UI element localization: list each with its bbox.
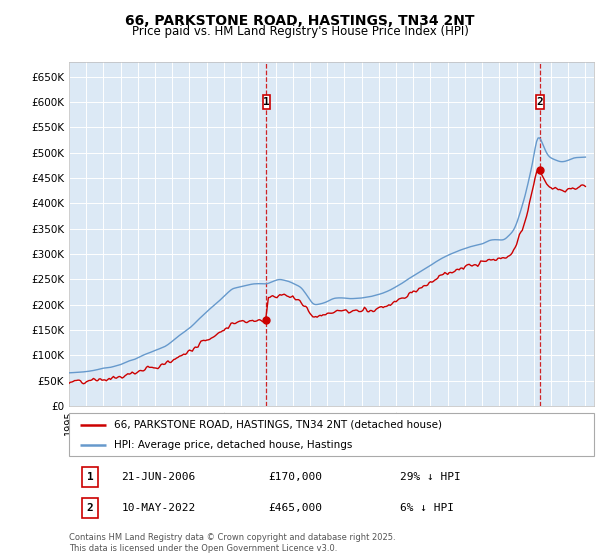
Text: £170,000: £170,000 xyxy=(269,472,323,482)
FancyBboxPatch shape xyxy=(82,467,98,487)
FancyBboxPatch shape xyxy=(82,498,98,518)
Text: 21-JUN-2006: 21-JUN-2006 xyxy=(121,472,196,482)
Text: 66, PARKSTONE ROAD, HASTINGS, TN34 2NT (detached house): 66, PARKSTONE ROAD, HASTINGS, TN34 2NT (… xyxy=(113,419,442,430)
Text: Contains HM Land Registry data © Crown copyright and database right 2025.
This d: Contains HM Land Registry data © Crown c… xyxy=(69,533,395,553)
Text: 6% ↓ HPI: 6% ↓ HPI xyxy=(400,503,454,513)
Text: HPI: Average price, detached house, Hastings: HPI: Average price, detached house, Hast… xyxy=(113,440,352,450)
Text: £465,000: £465,000 xyxy=(269,503,323,513)
Text: 1: 1 xyxy=(86,472,94,482)
FancyBboxPatch shape xyxy=(536,95,544,109)
Text: 2: 2 xyxy=(536,97,544,107)
Text: 10-MAY-2022: 10-MAY-2022 xyxy=(121,503,196,513)
Text: Price paid vs. HM Land Registry's House Price Index (HPI): Price paid vs. HM Land Registry's House … xyxy=(131,25,469,38)
FancyBboxPatch shape xyxy=(69,413,594,456)
Text: 1: 1 xyxy=(263,97,270,107)
Text: 29% ↓ HPI: 29% ↓ HPI xyxy=(400,472,461,482)
Text: 66, PARKSTONE ROAD, HASTINGS, TN34 2NT: 66, PARKSTONE ROAD, HASTINGS, TN34 2NT xyxy=(125,14,475,28)
Text: 2: 2 xyxy=(86,503,94,513)
FancyBboxPatch shape xyxy=(263,95,271,109)
